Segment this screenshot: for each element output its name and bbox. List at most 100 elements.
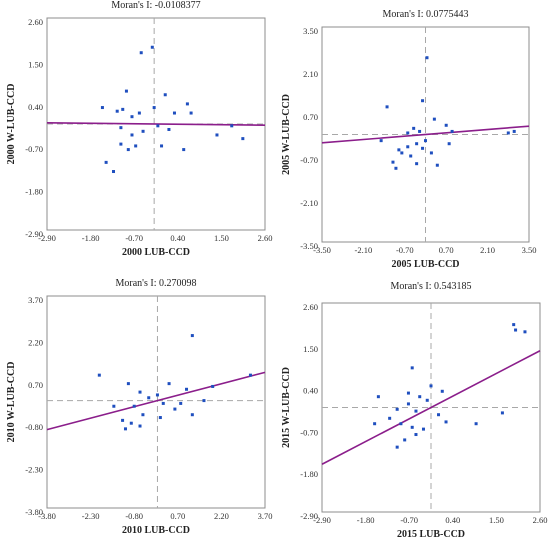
data-point — [167, 127, 171, 131]
data-point — [189, 111, 193, 115]
data-point — [406, 131, 410, 135]
data-point — [410, 366, 414, 370]
data-point — [500, 411, 504, 415]
data-point — [132, 404, 136, 408]
y-tick-label: 2.60 — [303, 302, 318, 312]
data-point — [104, 160, 108, 164]
x-tick-label: 2.60 — [533, 515, 548, 525]
data-point — [137, 111, 141, 115]
data-point — [141, 413, 145, 417]
plot-title: Moran's I: 0.543185 — [391, 281, 472, 292]
data-point — [126, 382, 130, 386]
data-point — [100, 106, 104, 110]
data-point — [160, 144, 164, 148]
data-point — [158, 416, 162, 420]
data-point — [130, 133, 134, 137]
data-point — [406, 402, 410, 406]
data-point — [409, 154, 413, 158]
plot-title: Moran's I: 0.0775443 — [383, 9, 469, 20]
data-point — [163, 93, 167, 97]
y-tick-label: -0.70 — [300, 155, 318, 165]
data-point — [437, 413, 441, 417]
data-point — [403, 438, 407, 442]
x-tick-label: -2.90 — [313, 515, 331, 525]
data-point — [126, 148, 130, 152]
data-point — [410, 425, 414, 429]
x-tick-label: -0.70 — [125, 233, 143, 243]
data-point — [414, 433, 418, 437]
data-point — [248, 373, 252, 377]
y-tick-label: 1.50 — [28, 59, 43, 69]
y-tick-label: -2.30 — [25, 465, 43, 475]
y-tick-label: -3.50 — [300, 241, 318, 251]
data-point — [155, 393, 159, 397]
regression-line — [46, 122, 266, 126]
data-point — [138, 390, 142, 394]
data-point — [115, 109, 119, 113]
x-tick-label: -2.90 — [38, 233, 56, 243]
data-point — [440, 389, 444, 393]
data-point — [182, 148, 186, 152]
x-tick-label: 0.70 — [439, 245, 454, 255]
data-point — [397, 148, 401, 152]
data-point — [421, 99, 425, 103]
regression-line — [46, 371, 266, 431]
x-tick-label: 3.70 — [258, 511, 273, 521]
data-point — [415, 162, 419, 166]
data-point — [138, 424, 142, 428]
data-point — [444, 123, 448, 127]
scatter-2010: Moran's I: 0.270098 2010 LUB-CCD 2010 W-… — [6, 278, 272, 536]
data-point — [147, 396, 151, 400]
data-point — [474, 422, 478, 426]
data-point — [429, 151, 433, 155]
data-point — [399, 422, 403, 426]
x-tick-label: -1.80 — [82, 233, 100, 243]
regression-line — [321, 350, 541, 465]
plot-frame — [46, 295, 266, 509]
data-point — [506, 131, 510, 135]
x-axis-label: 2000 LUB-CCD — [122, 247, 190, 258]
x-axis-label: 2005 LUB-CCD — [391, 259, 459, 270]
y-tick-label: 2.60 — [28, 17, 43, 27]
x-tick-label: -1.80 — [357, 515, 375, 525]
data-point — [167, 382, 171, 386]
data-point — [385, 105, 389, 109]
x-tick-label: 3.50 — [522, 245, 537, 255]
x-tick-label: 1.50 — [214, 233, 229, 243]
y-axis-label: 2005 W-LUB-CCD — [281, 94, 292, 175]
x-tick-label: -2.10 — [355, 245, 373, 255]
y-axis-label: 2010 W-LUB-CCD — [6, 362, 17, 443]
data-point — [172, 111, 176, 115]
x-tick-label: 2.10 — [480, 245, 495, 255]
y-tick-label: -0.80 — [25, 422, 43, 432]
data-point — [444, 420, 448, 424]
data-point — [379, 139, 383, 143]
x-tick-label: 2.60 — [258, 233, 273, 243]
y-tick-label: 3.50 — [303, 26, 318, 36]
data-point — [185, 102, 189, 106]
data-point — [134, 144, 138, 148]
data-point — [450, 129, 454, 133]
y-tick-label: 2.20 — [28, 337, 43, 347]
data-point — [512, 323, 516, 327]
x-tick-label: -2.30 — [82, 511, 100, 521]
data-point — [425, 56, 429, 60]
data-point — [418, 395, 422, 399]
x-tick-label: -3.50 — [313, 245, 331, 255]
scatter-2005: Moran's I: 0.0775443 2005 LUB-CCD 2005 W… — [281, 9, 536, 270]
y-tick-label: 0.40 — [303, 386, 318, 396]
data-point — [161, 401, 165, 405]
x-axis-label: 2015 LUB-CCD — [397, 529, 465, 540]
data-point — [150, 45, 154, 49]
data-point — [373, 422, 377, 426]
plot-title: Moran's I: 0.270098 — [116, 278, 197, 289]
data-point — [215, 133, 219, 137]
data-point — [400, 151, 404, 155]
y-tick-label: -2.90 — [25, 229, 43, 239]
scatter-2000: Moran's I: -0.0108377 2000 LUB-CCD 2000 … — [6, 0, 272, 258]
y-axis-label: 2015 W-LUB-CCD — [281, 367, 292, 448]
data-point — [119, 142, 123, 146]
data-point — [185, 387, 189, 391]
y-tick-label: -1.80 — [300, 469, 318, 479]
y-tick-label: 0.40 — [28, 102, 43, 112]
